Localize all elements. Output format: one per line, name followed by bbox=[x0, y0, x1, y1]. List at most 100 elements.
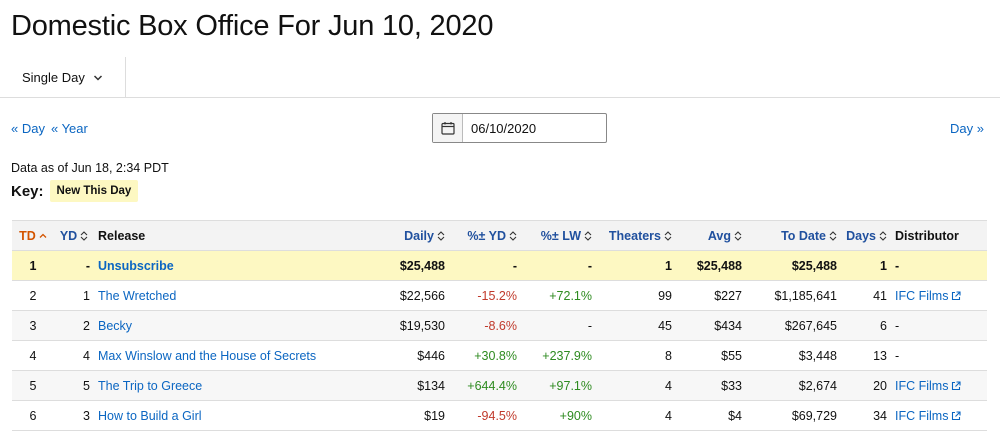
distributor-label: IFC Films bbox=[895, 408, 949, 423]
cell-theaters: 45 bbox=[596, 310, 676, 341]
sort-asc-icon bbox=[39, 233, 47, 238]
sort-icon bbox=[584, 230, 592, 241]
cell-days: 6 bbox=[841, 310, 891, 341]
distributor-link[interactable]: IFC Films bbox=[895, 379, 962, 393]
cell-theaters: 4 bbox=[596, 370, 676, 401]
key-label: Key: bbox=[11, 182, 44, 200]
cell-daily: $22,566 bbox=[384, 280, 449, 311]
col-header-release: Release bbox=[94, 220, 384, 251]
table-row: 5 5 The Trip to Greece $134 +644.4% +97.1% 4 $3… bbox=[12, 370, 987, 401]
release-link[interactable]: The Wretched bbox=[98, 288, 177, 303]
cell-pct-lw: +90% bbox=[521, 400, 596, 431]
col-header-pct-lw-label: %± LW bbox=[540, 228, 581, 243]
cell-td: 4 bbox=[12, 340, 54, 371]
cell-daily: $134 bbox=[384, 370, 449, 401]
col-header-avg[interactable]: Avg bbox=[676, 220, 746, 251]
cell-days: 34 bbox=[841, 400, 891, 431]
cell-avg: $227 bbox=[676, 280, 746, 311]
cell-avg: $4 bbox=[676, 400, 746, 431]
cell-td: 2 bbox=[12, 280, 54, 311]
col-header-daily-label: Daily bbox=[404, 228, 434, 243]
release-link[interactable]: Unsubscribe bbox=[98, 258, 174, 273]
sort-icon bbox=[879, 230, 887, 241]
cell-pct-yd: -8.6% bbox=[449, 310, 521, 341]
view-bar: Single Day bbox=[0, 57, 1000, 98]
external-link-icon bbox=[952, 380, 962, 390]
cell-days: 20 bbox=[841, 370, 891, 401]
cell-pct-yd: +644.4% bbox=[449, 370, 521, 401]
cell-td: 6 bbox=[12, 400, 54, 431]
col-header-td[interactable]: TD bbox=[12, 220, 54, 251]
view-select-dropdown[interactable]: Single Day bbox=[0, 57, 126, 98]
cell-td: 1 bbox=[12, 250, 54, 281]
table-row: 3 2 Becky $19,530 -8.6% -45 $434 $267,645 6- bbox=[12, 310, 987, 341]
cell-yd: 2 bbox=[54, 310, 94, 341]
external-link-icon bbox=[952, 290, 962, 300]
table-row: 2 1 The Wretched $22,566 -15.2% +72.1% 99 $227 $… bbox=[12, 280, 987, 311]
chevron-down-icon bbox=[93, 74, 102, 81]
col-header-td-label: TD bbox=[19, 228, 36, 243]
table-row: 6 3 How to Build a Girl $19 -94.5% +90% 4 $4 $69… bbox=[12, 400, 987, 431]
box-office-table: TD YD Release Daily %± YD %± LW Theaters… bbox=[12, 220, 987, 431]
col-header-daily[interactable]: Daily bbox=[384, 220, 449, 251]
cell-avg: $25,488 bbox=[676, 250, 746, 281]
cell-yd: 1 bbox=[54, 280, 94, 311]
cell-avg: $434 bbox=[676, 310, 746, 341]
col-header-to-date[interactable]: To Date bbox=[746, 220, 841, 251]
page-title: Domestic Box Office For Jun 10, 2020 bbox=[11, 10, 494, 42]
release-link[interactable]: How to Build a Girl bbox=[98, 408, 202, 423]
sort-icon bbox=[829, 230, 837, 241]
table-header-row: TD YD Release Daily %± YD %± LW Theaters… bbox=[12, 220, 987, 251]
col-header-pct-yd-label: %± YD bbox=[467, 228, 506, 243]
cell-to-date: $1,185,641 bbox=[746, 280, 841, 311]
col-header-pct-lw[interactable]: %± LW bbox=[521, 220, 596, 251]
col-header-days[interactable]: Days bbox=[841, 220, 891, 251]
cell-to-date: $25,488 bbox=[746, 250, 841, 281]
cell-to-date: $267,645 bbox=[746, 310, 841, 341]
cell-theaters: 99 bbox=[596, 280, 676, 311]
cell-avg: $33 bbox=[676, 370, 746, 401]
cell-pct-yd: - bbox=[449, 250, 521, 281]
cell-yd: - bbox=[54, 250, 94, 281]
col-header-pct-yd[interactable]: %± YD bbox=[449, 220, 521, 251]
cell-release: Becky bbox=[94, 310, 384, 341]
sort-icon bbox=[80, 230, 88, 241]
col-header-theaters[interactable]: Theaters bbox=[596, 220, 676, 251]
cell-to-date: $3,448 bbox=[746, 340, 841, 371]
sort-icon bbox=[437, 230, 445, 241]
cell-distributor: IFC Films bbox=[891, 370, 987, 401]
cell-daily: $446 bbox=[384, 340, 449, 371]
view-select-label: Single Day bbox=[22, 70, 85, 85]
sort-icon bbox=[664, 230, 672, 241]
date-picker-button[interactable] bbox=[433, 114, 463, 142]
prev-year-link[interactable]: « Year bbox=[50, 121, 88, 136]
cell-distributor: IFC Films bbox=[891, 400, 987, 431]
cell-theaters: 4 bbox=[596, 400, 676, 431]
col-header-to-date-label: To Date bbox=[781, 228, 826, 243]
distributor-link[interactable]: IFC Films bbox=[895, 408, 962, 423]
table-row: 1- Unsubscribe $25,488- -1 $25,488 $25,488 1- bbox=[12, 250, 987, 281]
cell-pct-lw: +72.1% bbox=[521, 280, 596, 311]
distributor-link[interactable]: IFC Films bbox=[895, 288, 962, 303]
cell-yd: 5 bbox=[54, 370, 94, 401]
external-link-icon bbox=[952, 410, 962, 420]
col-header-distributor: Distributor bbox=[891, 220, 987, 251]
cell-pct-lw: +97.1% bbox=[521, 370, 596, 401]
date-input[interactable] bbox=[463, 114, 603, 142]
cell-days: 1 bbox=[841, 250, 891, 281]
cell-yd: 4 bbox=[54, 340, 94, 371]
release-link[interactable]: The Trip to Greece bbox=[98, 378, 203, 393]
col-header-yd-label: YD bbox=[59, 228, 78, 243]
cell-daily: $25,488 bbox=[384, 250, 449, 281]
distributor-label: IFC Films bbox=[895, 288, 949, 303]
prev-day-link[interactable]: « Day bbox=[11, 121, 45, 136]
cell-pct-yd: -15.2% bbox=[449, 280, 521, 311]
release-link[interactable]: Becky bbox=[98, 318, 133, 333]
cell-release: The Trip to Greece bbox=[94, 370, 384, 401]
col-header-yd[interactable]: YD bbox=[54, 220, 94, 251]
next-day-link[interactable]: Day » bbox=[950, 121, 984, 136]
prev-nav: « Day « Year bbox=[11, 121, 88, 136]
release-link[interactable]: Max Winslow and the House of Secrets bbox=[98, 348, 317, 363]
cell-td: 5 bbox=[12, 370, 54, 401]
cell-to-date: $69,729 bbox=[746, 400, 841, 431]
